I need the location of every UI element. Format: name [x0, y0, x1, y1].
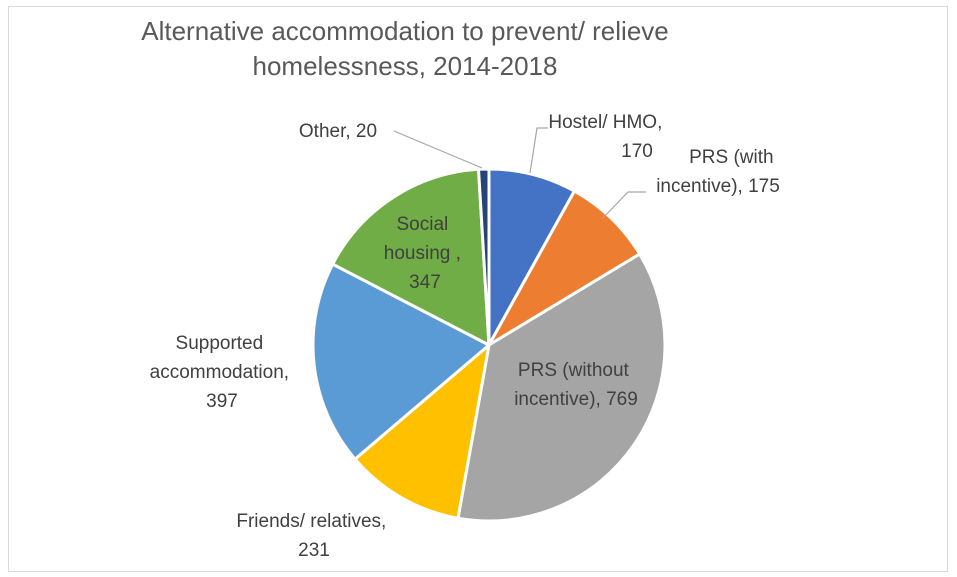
slice-label-prs-without-incentive: PRS (without incentive), 769 [514, 360, 638, 410]
leader-lines [393, 127, 646, 219]
pie-slice-prs-without-incentive [456, 252, 667, 523]
pie-slice-supported-accommodation [311, 262, 491, 461]
pie-slice-social-housing [331, 167, 491, 347]
slice-label-prs-with-incentive: PRS (with incentive), 175 [656, 147, 780, 197]
leader-line-other [393, 130, 483, 169]
slice-label-social-housing: Social housing , 347 [384, 214, 466, 293]
chart-title: Alternative accommodation to prevent/ re… [0, 14, 810, 84]
pie-slice-friends-relatives [353, 343, 491, 520]
slice-label-other: Other, 20 [299, 121, 377, 142]
pie-slice-hostel-hmo [487, 167, 576, 347]
slice-label-friends-relatives: Friends/ relatives, 231 [236, 511, 391, 561]
chart-title-line-2: homelessness, 2014-2018 [252, 51, 558, 81]
chart-title-line-1: Alternative accommodation to prevent/ re… [141, 16, 669, 46]
pie-slice-other [477, 167, 491, 347]
pie-slices [311, 167, 667, 523]
slice-label-hostel-hmo: Hostel/ HMO, 170 [548, 112, 667, 162]
leader-line-prs-with-incentive [602, 191, 646, 219]
pie-slice-prs-with-incentive [487, 189, 642, 347]
slice-label-supported-accommodation: Supported accommodation, 397 [150, 333, 295, 412]
leader-line-hostel-hmo [529, 127, 548, 174]
